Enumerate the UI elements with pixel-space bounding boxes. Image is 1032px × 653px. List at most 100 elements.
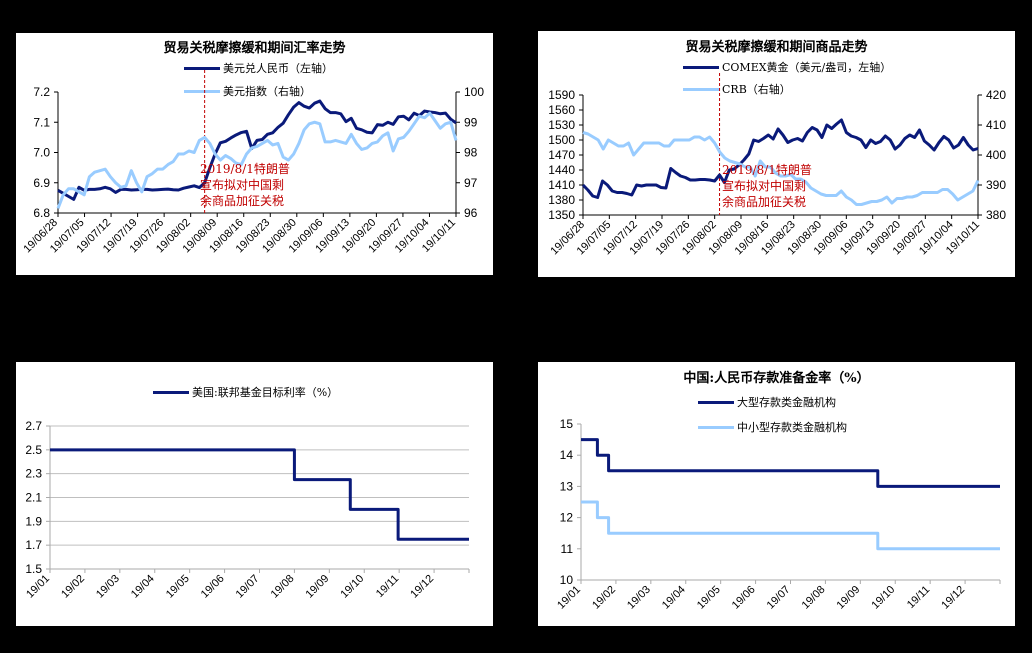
legend-item-gold: COMEX黄金（美元/盎司，左轴）	[683, 59, 891, 75]
y-tick-label: 1440	[548, 163, 575, 177]
legend-label: CRB（右轴）	[722, 83, 791, 96]
series-line	[581, 118, 979, 199]
chart-panel-fed: 美国:联邦基金目标利率（%） 1.5 1.7 1.9 2.1 2.3 2.5 2.7 19/0…	[16, 362, 493, 626]
series-line	[582, 131, 980, 206]
y-tick-label: 1410	[548, 178, 575, 192]
y-tick-label: 7.1	[33, 115, 50, 129]
legend-label: 中小型存款类金融机构	[737, 421, 847, 434]
x-tick-label: 19/06	[730, 584, 758, 612]
chart-title: 贸易关税摩擦缓和期间汇率走势	[163, 41, 346, 56]
y-tick-label: 1.5	[25, 562, 42, 576]
x-tick-label: 19/03	[625, 584, 653, 612]
y-tick-label: 10	[560, 573, 574, 587]
y-tick-label: 15	[560, 417, 574, 431]
x-tick-label: 19/10	[869, 584, 897, 612]
x-tick-label: 19/02	[590, 584, 618, 612]
x-tick-label: 19/01	[24, 573, 52, 601]
y-tick-label: 410	[986, 118, 1006, 132]
y-tick-label: 420	[986, 88, 1006, 102]
y-tick-label: 1590	[548, 88, 575, 102]
x-tick-label: 19/04	[660, 584, 688, 612]
x-tick-label: 19/09	[304, 573, 332, 601]
chart-title: 中国:人民币存款准备金率（%）	[683, 371, 870, 386]
legend-item-large-banks: 大型存款类金融机构	[698, 394, 836, 410]
legend-item-fed-rate: 美国:联邦基金目标利率（%）	[153, 384, 338, 400]
legend-label: COMEX黄金（美元/盎司，左轴）	[722, 61, 892, 74]
legend-swatch	[698, 400, 734, 404]
y-tick-label: 2.3	[25, 467, 42, 481]
chart-annotation: 2019/8/1特朗普 宣布拟对中国剩 余商品加征关税	[200, 162, 290, 208]
chart-plot-fed: 1.51.71.92.12.32.52.719/01 19/02 19/03 19/0…	[24, 419, 470, 601]
legend-label: 美元兑人民币（左轴）	[223, 62, 333, 75]
chart-title: 贸易关税摩擦缓和期间商品走势	[685, 40, 868, 55]
y-tick-label: 6.8	[33, 206, 50, 220]
legend-swatch	[698, 425, 734, 429]
y-tick-label: 100	[464, 85, 484, 99]
y-tick-label: 1.9	[25, 514, 42, 528]
x-tick-label: 19/12	[408, 573, 436, 601]
legend-label: 大型存款类金融机构	[737, 396, 836, 409]
y-tick-label: 99	[464, 115, 478, 129]
x-tick-label: 19/02	[59, 573, 87, 601]
series-line	[56, 111, 458, 210]
x-tick-label: 19/11	[374, 573, 401, 600]
y-tick-label: 7.0	[33, 146, 50, 160]
x-tick-label: 19/05	[164, 573, 192, 601]
legend-label: 美国:联邦基金目标利率（%）	[192, 386, 339, 399]
chart-annotation: 2019/8/1特朗普 宣布拟对中国剩 余商品加征关税	[722, 163, 812, 209]
chart-panel-rrr: 中国:人民币存款准备金率（%） 大型存款类金融机构 中小型存款类金融机构 10 1…	[538, 362, 1015, 626]
y-tick-label: 96	[464, 206, 478, 220]
y-tick-label: 2.5	[25, 443, 42, 457]
y-tick-label: 1530	[548, 118, 575, 132]
y-tick-label: 6.9	[33, 176, 50, 190]
x-tick-label: 19/05	[695, 584, 723, 612]
y-tick-label: 2.1	[25, 491, 42, 505]
y-tick-label: 7.2	[33, 85, 50, 99]
chart-panel-commodity: 贸易关税摩擦缓和期间商品走势 COMEX黄金（美元/盎司，左轴） CRB（右轴）…	[538, 31, 1015, 277]
x-tick-label: 19/08	[269, 573, 297, 601]
x-tick-label: 19/03	[94, 573, 122, 601]
y-tick-label: 390	[986, 178, 1006, 192]
legend-item-dxy: 美元指数（右轴）	[184, 83, 311, 99]
x-tick-label: 19/11	[905, 584, 932, 611]
x-tick-label: 19/07	[765, 584, 793, 612]
y-tick-label: 98	[464, 146, 478, 160]
chart-panel-fx: 贸易关税摩擦缓和期间汇率走势 美元兑人民币（左轴） 美元指数（右轴） 6.8 6.…	[16, 33, 493, 275]
legend-swatch	[683, 87, 719, 91]
y-tick-label: 13	[560, 479, 574, 493]
y-tick-label: 380	[986, 208, 1006, 222]
series-line	[50, 448, 469, 541]
y-tick-label: 1.7	[25, 538, 42, 552]
y-tick-label: 1560	[548, 103, 575, 117]
y-tick-label: 97	[464, 176, 478, 190]
series-line	[581, 500, 1000, 551]
x-tick-label: 19/10	[338, 573, 366, 601]
y-tick-label: 1500	[548, 133, 575, 147]
series-line	[581, 438, 1000, 488]
x-tick-label: 19/06	[199, 573, 227, 601]
legend-label: 美元指数（右轴）	[223, 85, 311, 98]
y-tick-label: 2.7	[25, 419, 42, 433]
y-tick-label: 1380	[548, 193, 575, 207]
y-tick-label: 14	[560, 448, 574, 462]
y-tick-label: 1350	[548, 208, 575, 222]
x-tick-label: 19/08	[800, 584, 828, 612]
x-tick-label: 19/12	[939, 584, 967, 612]
x-tick-label: 19/09	[835, 584, 863, 612]
y-tick-label: 400	[986, 148, 1006, 162]
x-tick-label: 19/07	[234, 573, 262, 601]
legend-item-usdcny: 美元兑人民币（左轴）	[184, 60, 333, 76]
series-line	[57, 99, 457, 201]
x-tick-label: 19/01	[555, 584, 583, 612]
chart-plot-fx: 6.86.97.07.17.29697989910019/06/2819/07/…	[21, 70, 484, 255]
y-tick-label: 11	[561, 542, 574, 556]
y-tick-label: 12	[560, 511, 574, 525]
x-tick-label: 19/04	[129, 573, 157, 601]
legend-swatch	[683, 65, 719, 69]
legend-swatch	[184, 66, 220, 70]
legend-swatch	[184, 89, 220, 93]
legend-swatch	[153, 390, 189, 394]
y-tick-label: 1470	[548, 148, 575, 162]
